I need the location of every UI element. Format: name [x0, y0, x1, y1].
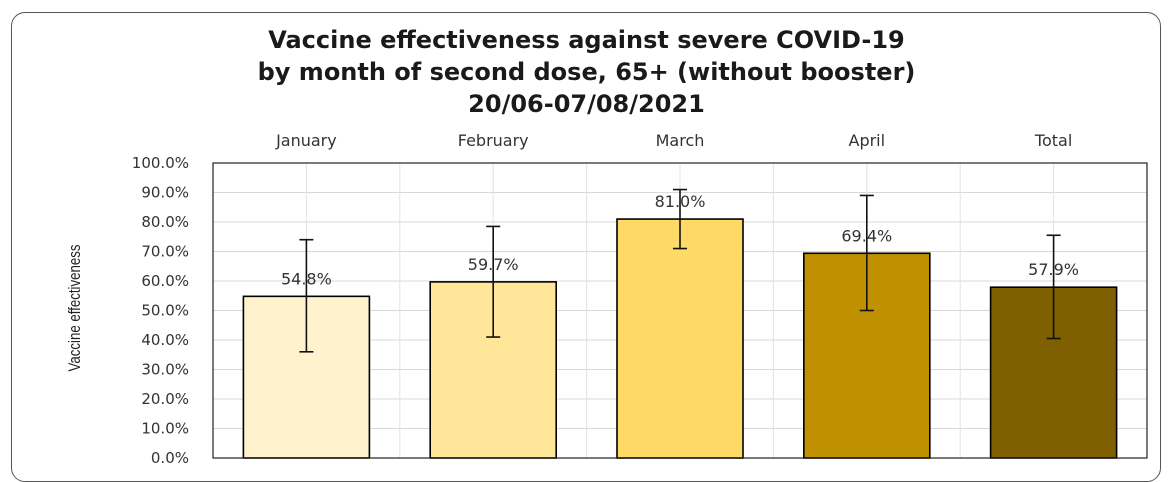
y-tick-label: 50.0% [141, 302, 189, 320]
bar-march [616, 218, 744, 459]
y-tick-label: 0.0% [151, 449, 189, 467]
data-label: 81.0% [655, 192, 706, 211]
category-labels: January February March April Total [275, 131, 1072, 150]
chart-title-line-2: by month of second dose, 65+ (without bo… [257, 58, 916, 86]
y-tick-label: 40.0% [141, 331, 189, 349]
category-label: April [849, 131, 886, 150]
chart-title-line-3: 20/06-07/08/2021 [468, 90, 705, 118]
y-axis-ticks: 0.0% 10.0% 20.0% 30.0% 40.0% 50.0% 60.0% 70.0% 8… [132, 154, 189, 467]
y-tick-label: 60.0% [141, 272, 189, 290]
data-label: 54.8% [281, 269, 332, 288]
error-bars [299, 188, 1061, 353]
data-label: 57.9% [1028, 260, 1079, 279]
bar-chart: 0.0% 10.0% 20.0% 30.0% 40.0% 50.0% 60.0% 70.0% 8… [66, 131, 1148, 467]
y-tick-label: 30.0% [141, 361, 189, 379]
category-label: Total [1034, 131, 1072, 150]
data-label: 69.4% [841, 226, 892, 245]
category-label: January [275, 131, 337, 150]
y-tick-label: 90.0% [141, 184, 189, 202]
category-label: March [656, 131, 705, 150]
category-label: February [458, 131, 529, 150]
y-tick-label: 20.0% [141, 390, 189, 408]
y-tick-label: 10.0% [141, 420, 189, 438]
plot-area-border [212, 162, 1148, 459]
y-tick-label: 70.0% [141, 243, 189, 261]
chart-title-line-1: Vaccine effectiveness against severe COV… [268, 26, 905, 54]
data-labels: 54.8% 59.7% 81.0% 69.4% 57.9% [281, 192, 1079, 288]
chart-frame [11, 12, 1161, 482]
y-tick-label: 80.0% [141, 213, 189, 231]
y-axis-label: Vaccine effectiveness [66, 244, 85, 371]
data-label: 59.7% [468, 255, 519, 274]
bars [242, 218, 1118, 459]
y-tick-label: 100.0% [132, 154, 189, 172]
chart-title: Vaccine effectiveness against severe COV… [0, 24, 1173, 120]
